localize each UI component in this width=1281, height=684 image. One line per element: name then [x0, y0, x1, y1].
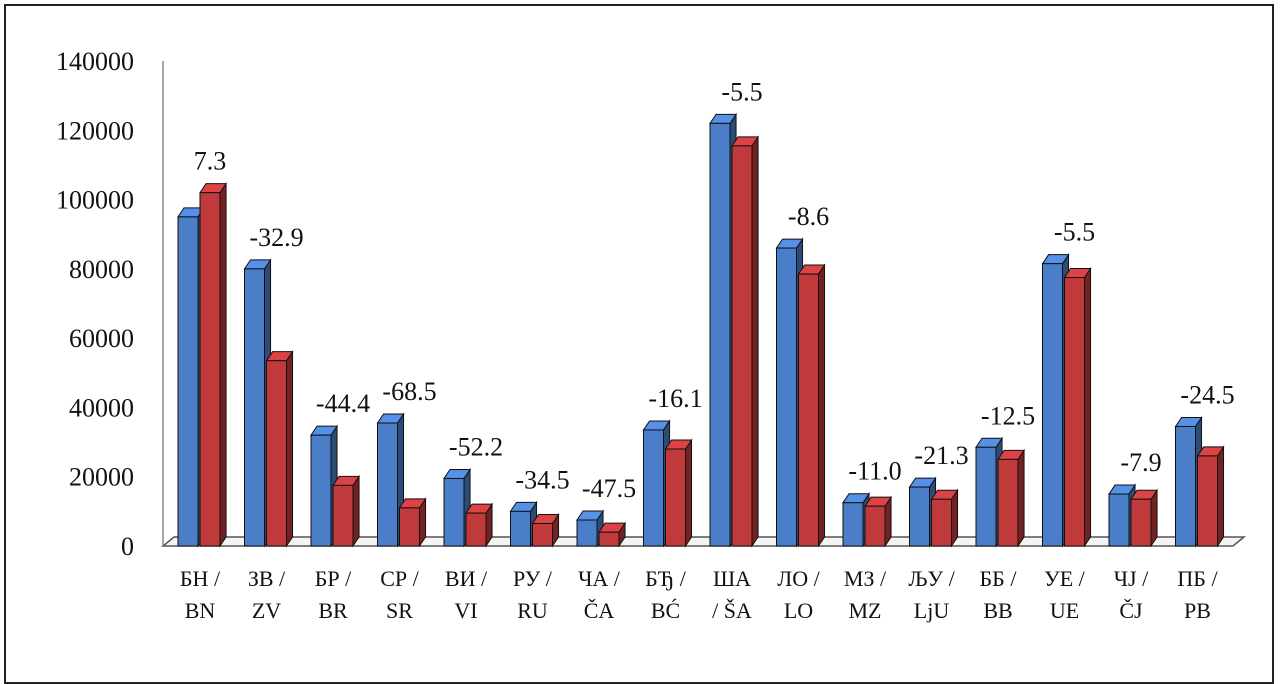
y-tick-label: 40000	[69, 393, 134, 422]
bar-series2	[266, 360, 287, 547]
x-tick-label: MZ	[849, 598, 882, 623]
x-tick-label: ББ /	[980, 566, 1018, 591]
bar-series2-side	[219, 182, 227, 548]
x-tick-label: БН /	[180, 566, 221, 591]
data-label: -8.6	[788, 202, 829, 231]
bar-series1	[909, 486, 930, 547]
x-tick-label: LO	[784, 598, 813, 623]
x-tick-label: BĆ	[651, 598, 680, 623]
bar-series1	[576, 519, 598, 547]
bar-series1	[1042, 263, 1063, 547]
x-tick-label: РУ /	[513, 566, 553, 591]
bar-series2	[532, 522, 553, 547]
y-tick-label: 120000	[56, 116, 134, 145]
bar-series2	[1130, 498, 1152, 547]
x-tick-label: BN	[185, 598, 216, 623]
x-tick-label: ЧЈ /	[1114, 566, 1149, 591]
bar-series2	[1064, 277, 1085, 547]
bar-series2	[332, 484, 354, 547]
bar-series1	[177, 216, 199, 547]
x-tick-label: ША	[713, 566, 751, 591]
bar-series2	[931, 498, 952, 547]
data-label: -5.5	[1054, 218, 1095, 247]
data-label: -21.3	[914, 441, 968, 470]
y-tick-label: 140000	[56, 47, 134, 76]
bar-series1	[709, 122, 731, 547]
x-tick-label: ВИ /	[445, 566, 488, 591]
data-label: -5.5	[721, 77, 762, 106]
bar-series2-side	[751, 135, 759, 548]
x-tick-label: ЉУ /	[908, 566, 955, 591]
x-tick-label: LjU	[914, 598, 950, 623]
x-tick-label: BB	[983, 598, 1012, 623]
y-tick-label: 0	[121, 532, 134, 561]
bar-series1	[1108, 493, 1130, 547]
bar-series2-side	[1017, 448, 1025, 548]
x-tick-label: ZV	[252, 598, 281, 623]
x-tick-label: UE	[1050, 598, 1079, 623]
bar-series2	[665, 448, 686, 547]
x-tick-label: ПБ /	[1177, 566, 1218, 591]
x-tick-label: БР /	[315, 566, 352, 591]
x-tick-label: SR	[386, 598, 413, 623]
data-label: 7.3	[194, 147, 227, 176]
bar-series2-side	[685, 438, 693, 548]
x-tick-label: RU	[517, 598, 548, 623]
bar-series2	[864, 505, 886, 547]
bar-series2	[199, 192, 221, 547]
bar-series2	[997, 458, 1019, 547]
data-label: -11.0	[848, 457, 901, 486]
bar-series1	[377, 422, 398, 547]
x-tick-label: ЛО /	[777, 566, 820, 591]
bar-series1	[776, 247, 797, 547]
y-tick-label: 20000	[69, 463, 134, 492]
x-tick-label: / ŠA	[712, 598, 752, 623]
x-tick-label: ЧА /	[578, 566, 621, 591]
data-label: -47.5	[582, 474, 636, 503]
x-tick-label: УЕ /	[1044, 566, 1086, 591]
bar-series1	[443, 477, 465, 547]
data-label: -32.9	[249, 223, 303, 252]
data-label: -12.5	[981, 401, 1035, 430]
x-tick-label: МЗ /	[844, 566, 887, 591]
bar-series1	[975, 446, 997, 547]
x-tick-label: БЂ /	[645, 566, 687, 591]
bar-series2-side	[818, 263, 826, 548]
data-label: -44.4	[316, 389, 370, 418]
bar-series1	[510, 510, 531, 547]
y-tick-label: 80000	[69, 255, 134, 284]
x-tick-label: PB	[1184, 598, 1211, 623]
bar-chart: 0 20000 40000 60000 80000 100000 120000 140000 7…	[56, 47, 1247, 623]
x-tick-label: ČA	[584, 598, 615, 623]
data-label: -68.5	[382, 377, 436, 406]
bar-series1	[1175, 425, 1196, 547]
data-label: -16.1	[648, 384, 702, 413]
bar-series2	[598, 531, 620, 547]
bar-series2-side	[1084, 266, 1092, 548]
x-tick-label: ČJ	[1119, 598, 1143, 623]
x-tick-label: СР /	[380, 566, 419, 591]
bar-series2	[1197, 455, 1218, 547]
data-label: -52.2	[449, 432, 503, 461]
bar-series1	[643, 429, 664, 547]
bar-series2	[465, 512, 487, 547]
bar-series1	[310, 434, 332, 547]
bar-series2	[731, 145, 753, 547]
bar-series2	[399, 507, 420, 547]
bar-series2-side	[352, 474, 360, 548]
x-tick-label: BR	[318, 598, 348, 623]
y-tick-label: 60000	[69, 324, 134, 353]
x-tick-label: ЗВ /	[248, 566, 286, 591]
x-tick-label: VI	[454, 598, 477, 623]
data-label: -34.5	[515, 465, 569, 494]
bar-series1	[842, 502, 864, 547]
bar-series2	[798, 273, 819, 547]
bar-series1	[244, 268, 265, 547]
data-label: -24.5	[1180, 380, 1234, 409]
bar-series2-side	[286, 350, 294, 548]
y-tick-label: 100000	[56, 186, 134, 215]
data-label: -7.9	[1120, 448, 1161, 477]
bar-series2-side	[1217, 445, 1225, 548]
